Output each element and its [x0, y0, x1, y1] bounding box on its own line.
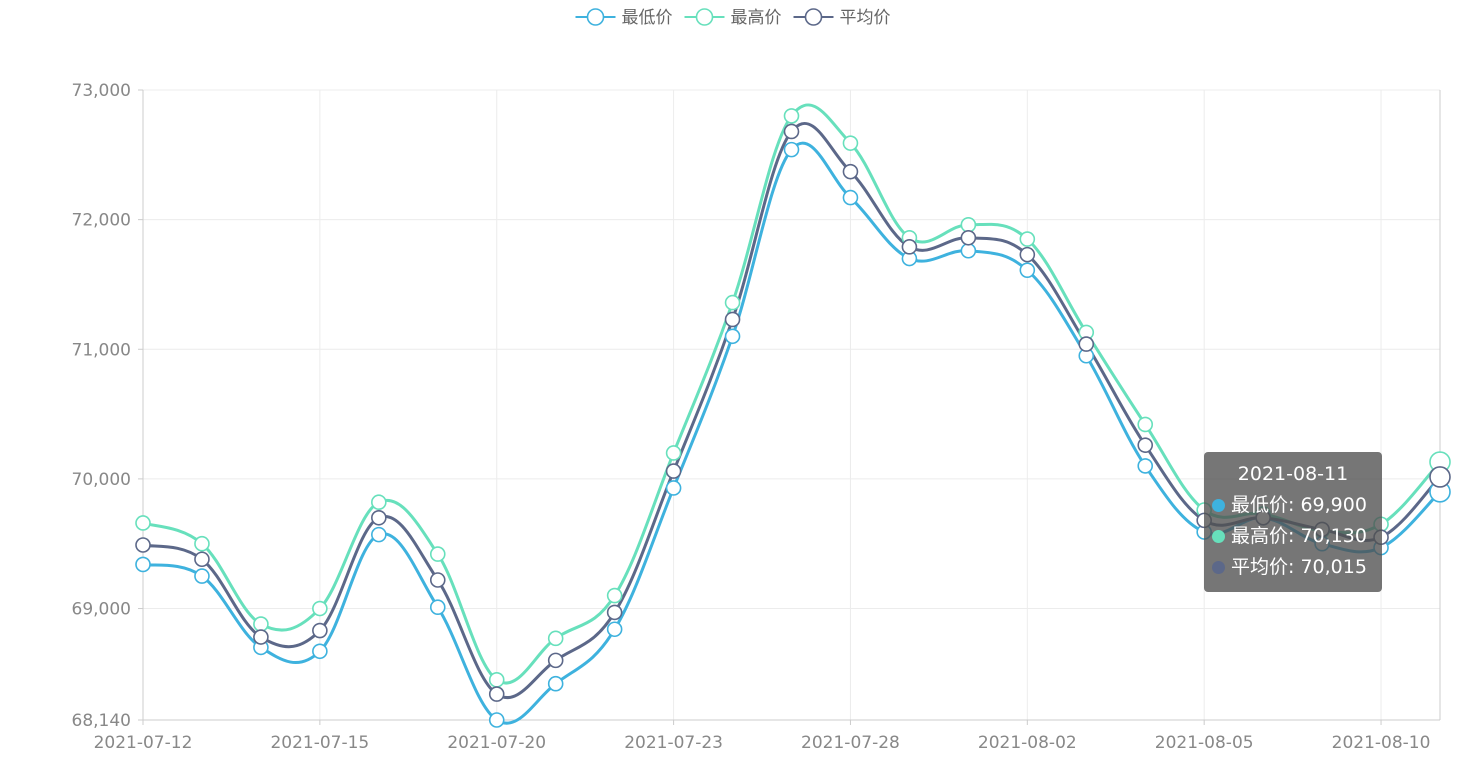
- legend-item-2[interactable]: 平均价: [793, 8, 891, 28]
- y-tick-label: 73,000: [72, 81, 131, 101]
- data-point[interactable]: [1019, 246, 1036, 263]
- data-point[interactable]: [901, 239, 918, 255]
- grid-lines: [143, 89, 1440, 720]
- data-point[interactable]: [135, 556, 151, 573]
- data-point[interactable]: [1078, 336, 1095, 352]
- data-point[interactable]: [1429, 466, 1451, 488]
- data-point[interactable]: [665, 445, 682, 461]
- data-point[interactable]: [960, 242, 977, 259]
- data-point[interactable]: [371, 494, 387, 511]
- tooltip-row-max: 最高价: 70,130: [1212, 521, 1374, 552]
- x-tick-label: 2021-07-12: [94, 733, 193, 753]
- data-point[interactable]: [842, 135, 859, 151]
- legend-label: 最高价: [731, 8, 782, 28]
- tooltip-dot-min: [1212, 499, 1225, 512]
- tooltip-value-max: 70,130: [1300, 525, 1367, 547]
- legend-marker: [804, 8, 823, 26]
- legend[interactable]: 最低价 最高价 平均价: [575, 8, 891, 28]
- data-point[interactable]: [665, 480, 682, 496]
- data-point[interactable]: [194, 535, 210, 552]
- y-tick-label: 72,000: [72, 211, 131, 231]
- data-point[interactable]: [135, 515, 151, 531]
- data-point[interactable]: [312, 622, 328, 639]
- y-tick-label: 68,140: [72, 711, 131, 731]
- data-point[interactable]: [488, 672, 505, 688]
- data-point[interactable]: [429, 546, 446, 562]
- data-point[interactable]: [312, 643, 328, 660]
- legend-marker: [695, 8, 714, 26]
- data-point[interactable]: [547, 675, 564, 692]
- data-point[interactable]: [371, 526, 387, 543]
- data-point[interactable]: [1137, 458, 1154, 474]
- x-tick-label: 2021-07-28: [801, 733, 900, 753]
- series-line-2: [142, 122, 1442, 700]
- data-point[interactable]: [1137, 416, 1154, 433]
- tooltip-label-avg: 平均价: [1231, 556, 1289, 578]
- data-point[interactable]: [724, 311, 741, 328]
- series-lines: [142, 103, 1442, 725]
- tooltip-dot-max: [1212, 530, 1225, 543]
- tooltip-dot-avg: [1212, 561, 1225, 574]
- data-point[interactable]: [312, 600, 328, 617]
- data-point[interactable]: [724, 294, 741, 311]
- legend-item-1[interactable]: 最高价: [684, 8, 782, 28]
- x-tick-label: 2021-08-10: [1332, 733, 1431, 753]
- data-point[interactable]: [429, 572, 446, 588]
- data-point[interactable]: [783, 123, 800, 140]
- data-point[interactable]: [135, 537, 151, 553]
- data-point[interactable]: [842, 163, 859, 180]
- data-point[interactable]: [606, 621, 623, 638]
- data-point[interactable]: [253, 629, 269, 645]
- legend-label: 平均价: [840, 8, 891, 28]
- data-point[interactable]: [429, 599, 446, 616]
- data-point[interactable]: [547, 652, 564, 669]
- series-line-0: [142, 141, 1442, 725]
- axes: 73,00072,00071,00070,00069,00068,1402021…: [72, 81, 1441, 753]
- legend-marker: [586, 8, 605, 26]
- series-line-1: [142, 103, 1442, 685]
- x-tick-label: 2021-07-23: [624, 733, 723, 753]
- data-point[interactable]: [724, 328, 741, 345]
- tooltip-title: 2021-08-11: [1237, 463, 1349, 485]
- data-point[interactable]: [1019, 262, 1036, 278]
- data-point[interactable]: [194, 568, 210, 584]
- tooltip-row-min: 最低价: 69,900: [1212, 490, 1374, 521]
- x-tick-label: 2021-07-20: [447, 733, 546, 753]
- data-point[interactable]: [606, 604, 623, 621]
- tooltip-value-avg: 70,015: [1300, 556, 1367, 578]
- tooltip-label-min: 最低价: [1231, 494, 1289, 516]
- x-tick-label: 2021-08-02: [978, 733, 1077, 753]
- data-point[interactable]: [842, 189, 859, 206]
- legend-item-0[interactable]: 最低价: [575, 8, 673, 28]
- series-points: [135, 108, 1451, 728]
- data-point[interactable]: [960, 217, 977, 233]
- data-point[interactable]: [783, 108, 800, 124]
- data-point[interactable]: [488, 712, 505, 728]
- y-tick-label: 71,000: [72, 340, 131, 360]
- x-tick-label: 2021-07-15: [270, 733, 369, 753]
- tooltip-label-max: 最高价: [1231, 525, 1289, 547]
- data-point[interactable]: [1137, 437, 1154, 453]
- data-point[interactable]: [488, 686, 505, 702]
- data-point[interactable]: [606, 587, 623, 604]
- data-point[interactable]: [371, 509, 387, 526]
- tooltip: 2021-08-11 最低价: 69,900 最高价: 70,130 平均价: …: [1204, 452, 1382, 592]
- y-tick-label: 69,000: [72, 600, 131, 620]
- y-tick-label: 70,000: [72, 470, 131, 490]
- data-point[interactable]: [960, 229, 977, 246]
- data-point[interactable]: [547, 630, 564, 647]
- x-tick-label: 2021-08-05: [1155, 733, 1254, 753]
- tooltip-row-avg: 平均价: 70,015: [1212, 552, 1374, 583]
- data-point[interactable]: [253, 616, 269, 632]
- data-point[interactable]: [665, 463, 682, 479]
- data-point[interactable]: [783, 141, 800, 158]
- data-point[interactable]: [194, 551, 210, 568]
- legend-label: 最低价: [622, 8, 673, 28]
- tooltip-value-min: 69,900: [1300, 494, 1367, 516]
- data-point[interactable]: [1019, 231, 1036, 247]
